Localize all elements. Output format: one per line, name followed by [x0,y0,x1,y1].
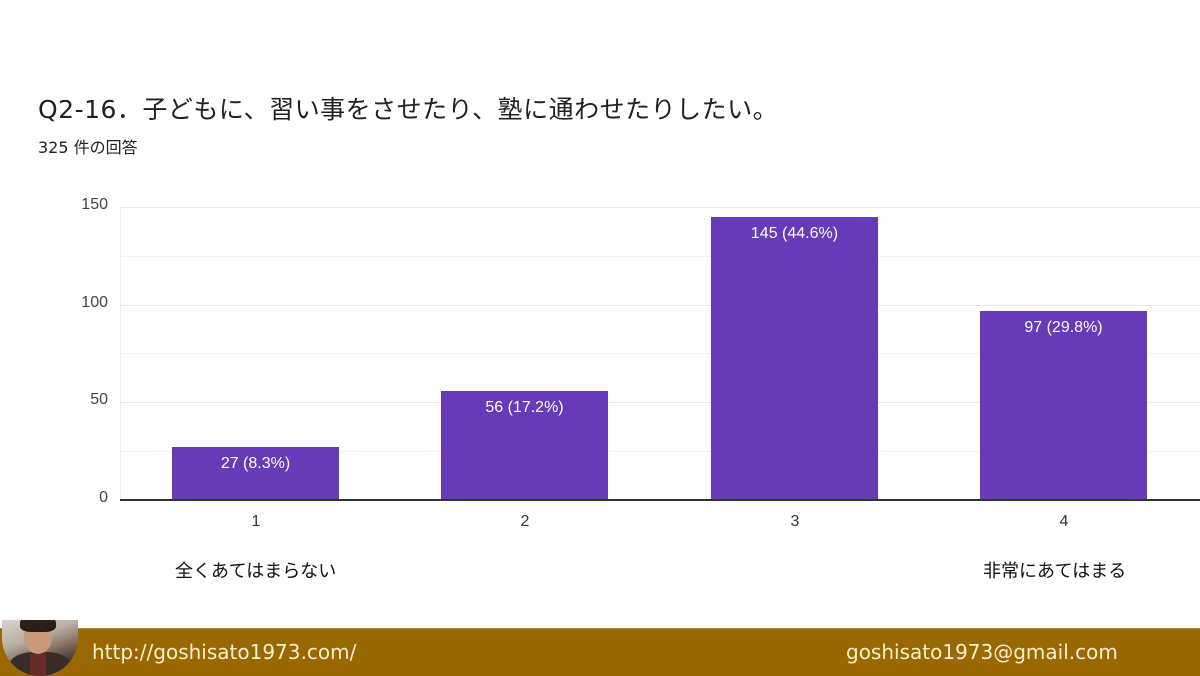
footer-band: http://goshisato1973.com/ goshisato1973@… [0,628,1200,676]
y-axis-tick-150: 150 [81,196,108,213]
avatar-shirt [30,654,46,676]
bar-1: 27 (8.3%) [172,447,339,500]
y-axis-tick-50: 50 [90,391,108,408]
plot-area: 27 (8.3%) 56 (17.2%) 145 (44.6%) 97 (29.… [120,207,1200,501]
footer-website-link[interactable]: http://goshisato1973.com/ [92,640,357,664]
x-axis-tick-2: 2 [520,513,530,530]
scale-anchor-low: 全くあてはまらない [175,561,337,582]
scale-anchor-high: 非常にあてはまる [983,561,1127,582]
bar-1-label: 27 (8.3%) [220,455,291,472]
bar-3-label: 145 (44.6%) [750,225,839,242]
bar-4-label: 97 (29.8%) [1024,319,1103,336]
plot-left-edge [120,207,121,500]
gridline-100 [120,305,1200,306]
x-axis-tick-4: 4 [1059,513,1069,530]
gridline-50 [120,402,1200,403]
response-count: 325 件の回答 [38,138,138,157]
gridline-25 [120,451,1200,452]
bar-4: 97 (29.8%) [980,311,1147,500]
gridline-150 [120,207,1200,208]
gridline-75 [120,353,1200,354]
x-axis-tick-1: 1 [251,513,261,530]
x-axis-baseline [120,499,1200,501]
footer-email-link[interactable]: goshisato1973@gmail.com [846,640,1118,664]
x-axis-tick-3: 3 [790,513,800,530]
y-axis-tick-0: 0 [99,489,108,506]
author-avatar [2,620,78,676]
bar-2: 56 (17.2%) [441,391,608,500]
avatar-hair [20,620,56,632]
bar-3: 145 (44.6%) [711,217,878,500]
chart-title: Q2-16．子どもに、習い事をさせたり、塾に通わせたりしたい。 [38,95,779,124]
y-axis-tick-100: 100 [81,294,108,311]
bar-2-label: 56 (17.2%) [485,399,564,416]
gridline-125 [120,256,1200,257]
